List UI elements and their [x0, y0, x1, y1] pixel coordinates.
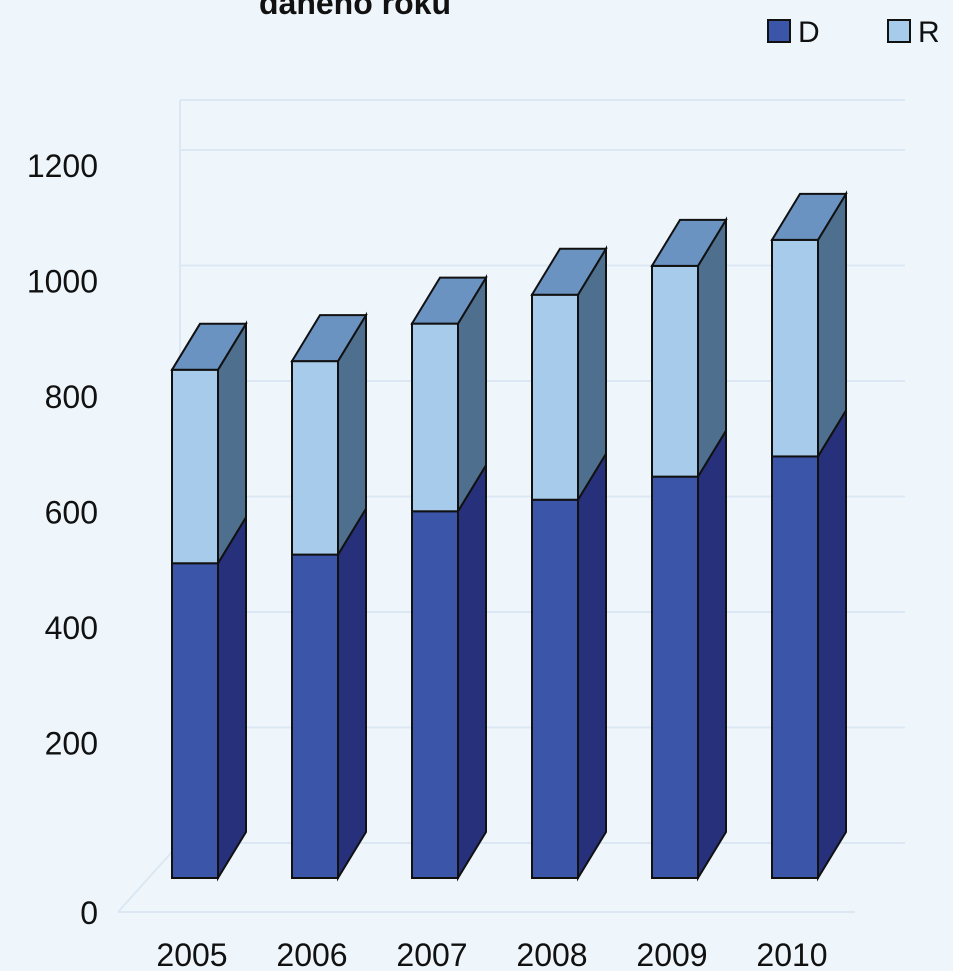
bar-top-2006 — [290, 314, 368, 363]
y-axis-ticks: 0 200 400 600 800 1000 1200 — [27, 148, 98, 931]
bar-R-2008 — [531, 293, 579, 501]
y-tick-label-600: 600 — [45, 495, 98, 531]
bar-side-D-2009 — [697, 427, 727, 882]
bar-side-D-2005 — [217, 513, 247, 882]
y-tick-label-400: 400 — [45, 610, 98, 646]
x-tick-label-2007: 2007 — [396, 937, 467, 971]
bar-side-D-2008 — [577, 450, 607, 882]
bar-top-2005 — [170, 322, 248, 371]
bar-side-D-2006 — [337, 505, 367, 882]
bar-D-2010 — [771, 455, 819, 879]
bar-D-2006 — [291, 553, 339, 879]
x-tick-label-2008: 2008 — [516, 937, 587, 971]
bar-side-D-2007 — [457, 461, 487, 882]
bar-top-2008 — [530, 247, 608, 296]
bar-R-2005 — [171, 368, 219, 565]
bar-D-2008 — [531, 498, 579, 879]
bar-top-2007 — [410, 276, 488, 325]
legend-swatch-d — [767, 19, 791, 43]
legend-swatch-r — [887, 19, 911, 43]
legend-label-d: D — [798, 16, 820, 49]
y-tick-label-0: 0 — [80, 895, 98, 931]
bar-R-2007 — [411, 322, 459, 513]
bar-side-D-2010 — [817, 406, 847, 882]
x-tick-label-2006: 2006 — [276, 937, 347, 971]
bar-D-2005 — [171, 562, 219, 879]
x-tick-label-2009: 2009 — [636, 937, 707, 971]
y-tick-label-1200: 1200 — [27, 148, 98, 184]
legend: D R — [767, 16, 940, 49]
bar-top-2009 — [650, 218, 728, 267]
floor-left-edge — [117, 842, 181, 913]
bar-top-2010 — [770, 192, 848, 241]
x-tick-label-2010: 2010 — [756, 937, 827, 971]
legend-label-r: R — [918, 16, 940, 49]
y-tick-label-200: 200 — [45, 726, 98, 762]
y-tick-label-1000: 1000 — [27, 264, 98, 300]
x-tick-label-2005: 2005 — [156, 937, 227, 971]
bar-D-2007 — [411, 510, 459, 879]
bar-R-2006 — [291, 360, 339, 556]
bar-R-2009 — [651, 264, 699, 478]
bars — [170, 190, 848, 882]
x-axis-ticks: 2005 2006 2007 2008 2009 2010 — [156, 937, 827, 971]
chart-title: daneho roku — [259, 0, 451, 21]
bar-D-2009 — [651, 475, 699, 879]
bar-R-2010 — [771, 238, 819, 458]
y-tick-label-800: 800 — [45, 379, 98, 415]
